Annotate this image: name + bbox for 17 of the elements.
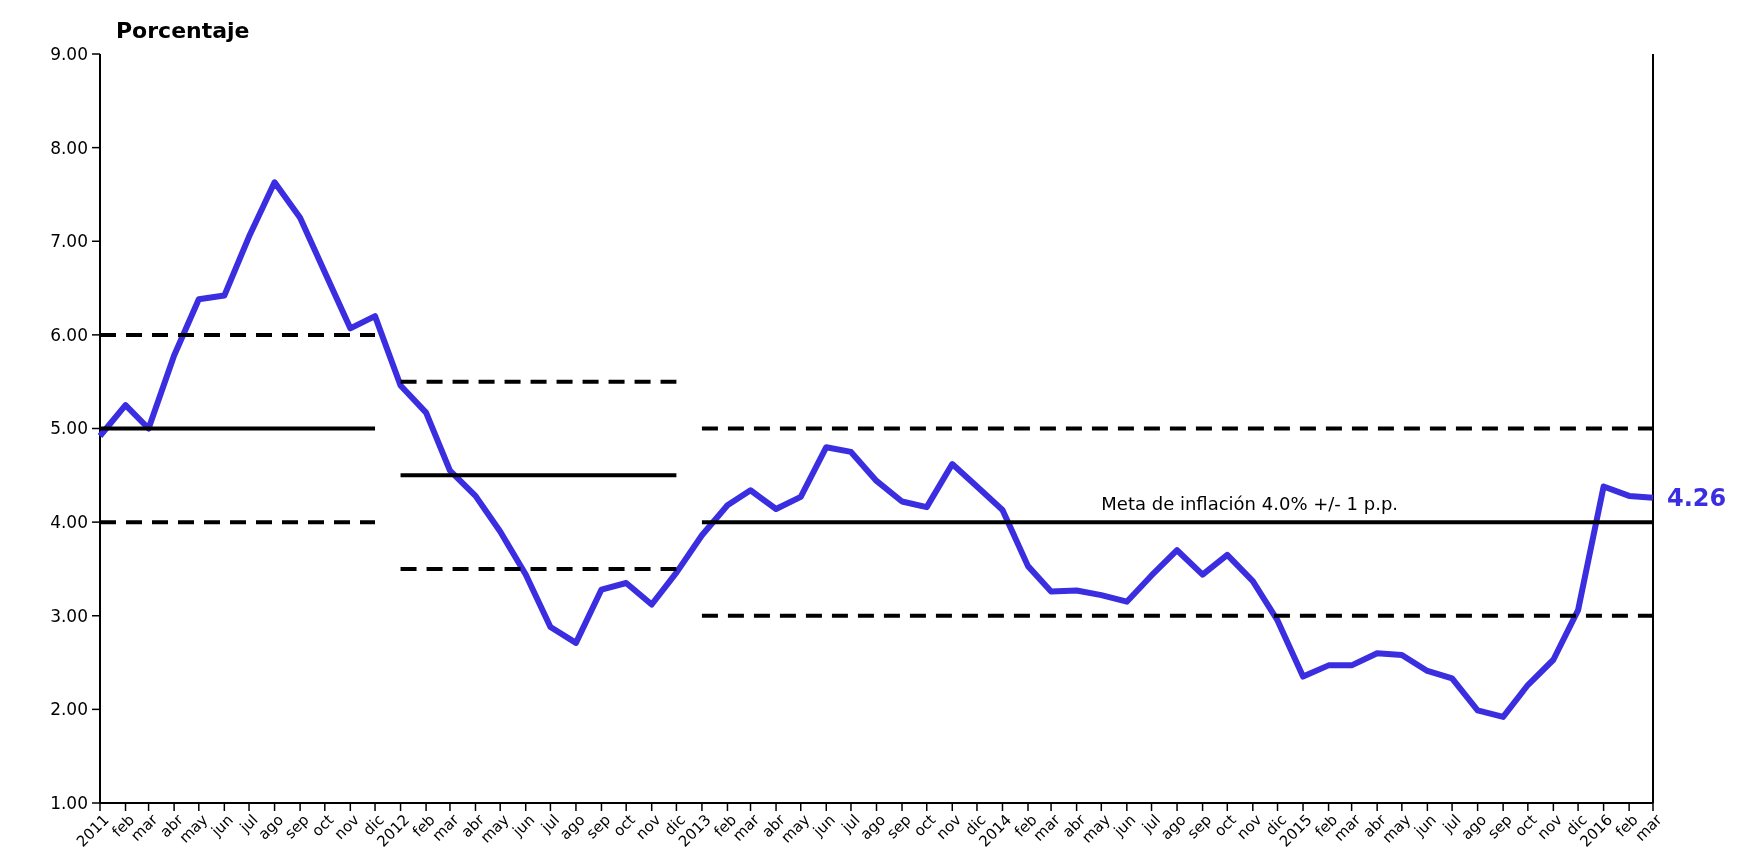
y-tick-label: 9.00 xyxy=(50,43,88,64)
x-tick-label: jun xyxy=(508,810,539,841)
y-tick-label: 1.00 xyxy=(50,792,88,813)
y-tick-label: 4.00 xyxy=(50,512,88,533)
x-tick-label: jun xyxy=(207,810,237,841)
x-tick-label: jun xyxy=(1410,810,1440,841)
y-tick-label: 6.00 xyxy=(50,324,88,345)
y-tick-label: 7.00 xyxy=(50,231,88,252)
y-tick-label: 5.00 xyxy=(50,418,88,439)
y-tick-label: 2.00 xyxy=(50,699,88,720)
x-tick-label: jun xyxy=(1109,810,1140,841)
y-axis-title: Porcentaje xyxy=(116,18,250,43)
y-tick-label: 8.00 xyxy=(50,137,88,158)
y-tick-label: 3.00 xyxy=(50,605,88,626)
data-label: 4.26 xyxy=(1667,484,1727,513)
annotation: Meta de inflación 4.0% +/- 1 p.p. xyxy=(1101,493,1399,515)
x-tick-label: jun xyxy=(808,810,839,841)
